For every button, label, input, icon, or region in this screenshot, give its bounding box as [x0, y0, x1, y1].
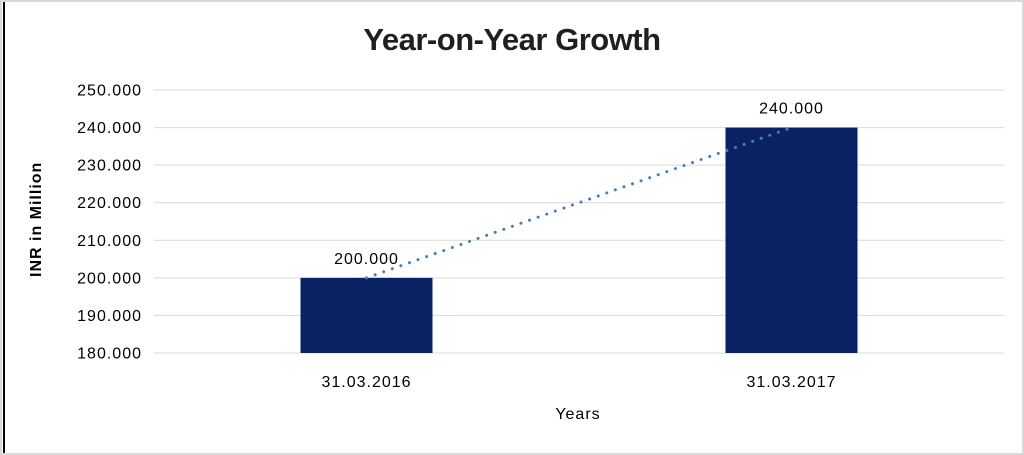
y-tick-label: 190.000 — [77, 308, 142, 325]
left-accent-line — [3, 2, 5, 453]
y-tick-label: 200.000 — [77, 270, 142, 287]
y-tick-label: 180.000 — [77, 346, 142, 363]
y-tick-label: 250.000 — [77, 83, 142, 100]
y-tick-label: 220.000 — [77, 195, 142, 212]
chart-title: Year-on-Year Growth — [363, 22, 661, 57]
bar — [725, 127, 858, 353]
y-tick-label: 240.000 — [77, 120, 142, 137]
bar-data-label: 200.000 — [334, 251, 399, 268]
x-category-label: 31.03.2017 — [746, 374, 836, 391]
x-category-label: 31.03.2016 — [321, 374, 411, 391]
y-tick-label: 230.000 — [77, 158, 142, 175]
bar — [300, 277, 433, 353]
x-axis-title: Years — [555, 406, 601, 423]
bar-data-label: 240.000 — [759, 101, 824, 118]
y-tick-label: 210.000 — [77, 233, 142, 250]
